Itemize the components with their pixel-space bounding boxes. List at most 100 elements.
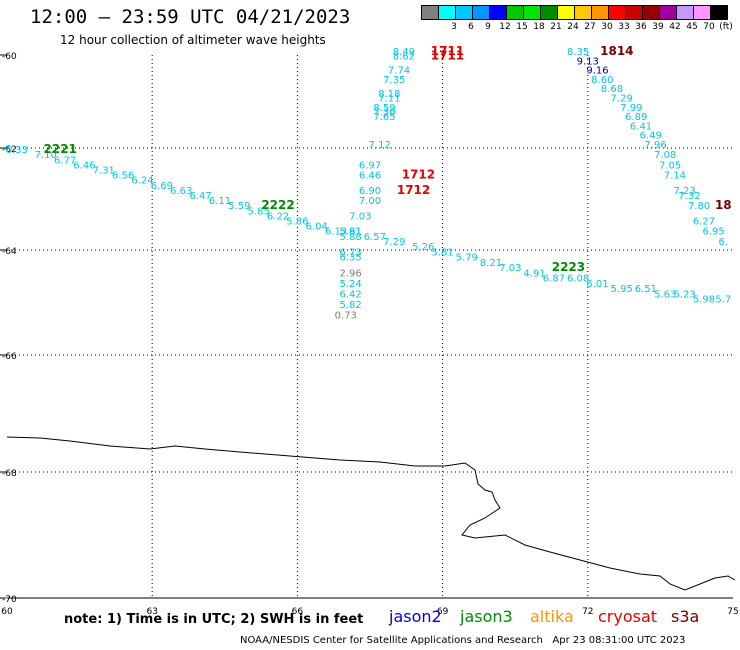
legend-tick-label: 3 — [451, 22, 457, 32]
swh-value-label: 8.62 — [393, 52, 415, 63]
swh-value-label: 5.81 — [431, 247, 453, 258]
longitude-label: 69 — [437, 607, 449, 617]
swh-value-label: 5.63 — [654, 289, 676, 300]
latitude-label: -64 — [2, 247, 17, 257]
longitude-label: 60 — [1, 607, 13, 617]
swh-value-label: 6.56 — [112, 171, 134, 182]
legend-tick-label: 6 — [468, 22, 474, 32]
swh-value-label: 7.08 — [654, 150, 676, 161]
credit-text: NOAA/NESDIS Center for Satellite Applica… — [240, 635, 543, 646]
swh-value-label: 0.73 — [335, 310, 357, 321]
pass-time-label: 2223 — [552, 260, 585, 274]
timestamp-text: Apr 23 08:31:00 UTC 2023 — [552, 635, 686, 646]
swh-value-label: 5.81 — [340, 227, 362, 238]
swh-value-label: 7.96 — [644, 140, 666, 151]
swh-value-label: 8.18 — [378, 89, 400, 100]
swh-value-label: 4.91 — [523, 268, 545, 279]
swh-value-label: 5.91 — [340, 227, 362, 238]
swh-value-label: 6.11 — [209, 196, 231, 207]
satellite-name-cryosat: cryosat — [598, 607, 658, 626]
swh-value-label: 7.29 — [611, 94, 633, 105]
swh-value-label: 6.01 — [586, 279, 608, 290]
pass-time-label: 2222 — [261, 198, 294, 212]
swh-value-label: 6.13 — [325, 227, 347, 238]
pass-time-label: 1712 — [397, 183, 430, 197]
latitude-label: -62 — [2, 145, 17, 155]
swh-value-label: 7.03 — [349, 211, 371, 222]
swh-value-label: 7.29 — [383, 237, 405, 248]
swh-value-label: 7.10 — [35, 150, 57, 161]
swh-value-label: 5.82 — [340, 300, 362, 311]
legend-tick-label: 30 — [601, 22, 613, 32]
swh-value-label: 5.85 — [248, 206, 270, 217]
coastline — [6, 436, 736, 591]
swh-value-label: 7.99 — [620, 103, 642, 114]
legend-tick-label: 45 — [686, 22, 698, 32]
longitude-label: 72 — [582, 607, 593, 617]
swh-value-label: 6.35 — [340, 253, 362, 264]
swh-value-label: 5.7 — [715, 295, 731, 306]
swh-value-label: 5.88 — [340, 232, 362, 243]
latitude-label: -70 — [2, 595, 17, 605]
satellite-name-s3a: s3a — [671, 607, 700, 626]
swh-value-label: 9.16 — [586, 66, 608, 77]
swh-value-label: 6.33 — [6, 145, 28, 156]
antarctic-coastline — [6, 436, 736, 591]
swh-value-label: 8.59 — [373, 103, 395, 114]
swh-value-label: 6.49 — [640, 131, 662, 142]
swh-value-label: 6.42 — [340, 289, 362, 300]
altimeter-tracks: 6.33 7.106.776.467.316.566.246.696.636.47… — [6, 44, 732, 321]
swh-value-label: 7.00 — [359, 196, 381, 207]
legend-tick-label: 70 — [703, 22, 715, 32]
swh-value-label: 9.13 — [577, 56, 599, 67]
axis-tick-labels: -60 -62 -64 -66 -68 -70 60 63 66 69 72 75 — [0, 52, 739, 617]
legend-tick-label: 33 — [618, 22, 630, 32]
swh-value-label: 6.97 — [359, 160, 381, 171]
swh-value-label: 6.46 — [359, 171, 381, 182]
pass-time-label: 2221 — [44, 142, 77, 156]
page-subtitle: 12 hour collection of altimeter wave hei… — [60, 33, 326, 47]
swh-value-label: 8.35 — [567, 47, 589, 58]
page-title: 12:00 — 23:59 UTC 04/21/2023 — [30, 6, 351, 28]
swh-value-label: 7.74 — [388, 66, 410, 77]
graticule — [7, 55, 733, 598]
swh-value-label: 7.65 — [373, 112, 395, 123]
swh-value-label: 5.23 — [673, 289, 695, 300]
swh-value-label: 6. — [719, 237, 729, 248]
satellite-name-jason2: jason2 — [389, 607, 442, 626]
swh-value-label: 6.46 — [73, 160, 95, 171]
swh-value-label: 6.51 — [635, 284, 657, 295]
pass-time-label: 1711 — [431, 49, 464, 63]
swh-value-label: 7.03 — [499, 263, 521, 274]
legend-swatch — [710, 5, 728, 20]
swh-value-label: 6.47 — [189, 191, 211, 202]
pass-time-label: 18 — [715, 198, 732, 212]
legend-tick-label: 18 — [533, 22, 545, 32]
footer-credit: NOAA/NESDIS Center for Satellite Applica… — [240, 635, 685, 646]
latitude-label: -68 — [2, 469, 17, 479]
longitude-label: 75 — [727, 607, 738, 617]
swh-value-label: 7.30 — [373, 107, 395, 118]
swh-value-label: 8.21 — [480, 258, 502, 269]
swh-value-label: 7.31 — [93, 166, 115, 177]
swh-value-label: 6.24 — [131, 176, 153, 187]
swh-value-label: 6.69 — [151, 181, 173, 192]
swh-value-label: 6.04 — [306, 222, 328, 233]
swh-value-label: 7.35 — [383, 75, 405, 86]
swh-value-label: 8.49 — [393, 47, 415, 58]
swh-value-label: 6.87 — [543, 274, 565, 285]
swh-value-label: 7.23 — [673, 186, 695, 197]
swh-value-label: 5.95 — [611, 284, 633, 295]
swh-value-label: 6.22 — [267, 211, 289, 222]
longitude-label: 66 — [292, 607, 304, 617]
legend-tick-label: 21 — [550, 22, 562, 32]
swh-value-label: 6.77 — [54, 155, 76, 166]
satellite-name-altika: altika — [530, 607, 574, 626]
swh-value-label: 7.80 — [688, 201, 710, 212]
swh-value-label: 6.73 — [340, 247, 362, 258]
swh-value-label: 5.86 — [286, 217, 308, 228]
swh-value-label: 6.63 — [170, 186, 192, 197]
swh-value-label: 8.60 — [591, 75, 613, 86]
legend-tick-label: 12 — [499, 22, 511, 32]
